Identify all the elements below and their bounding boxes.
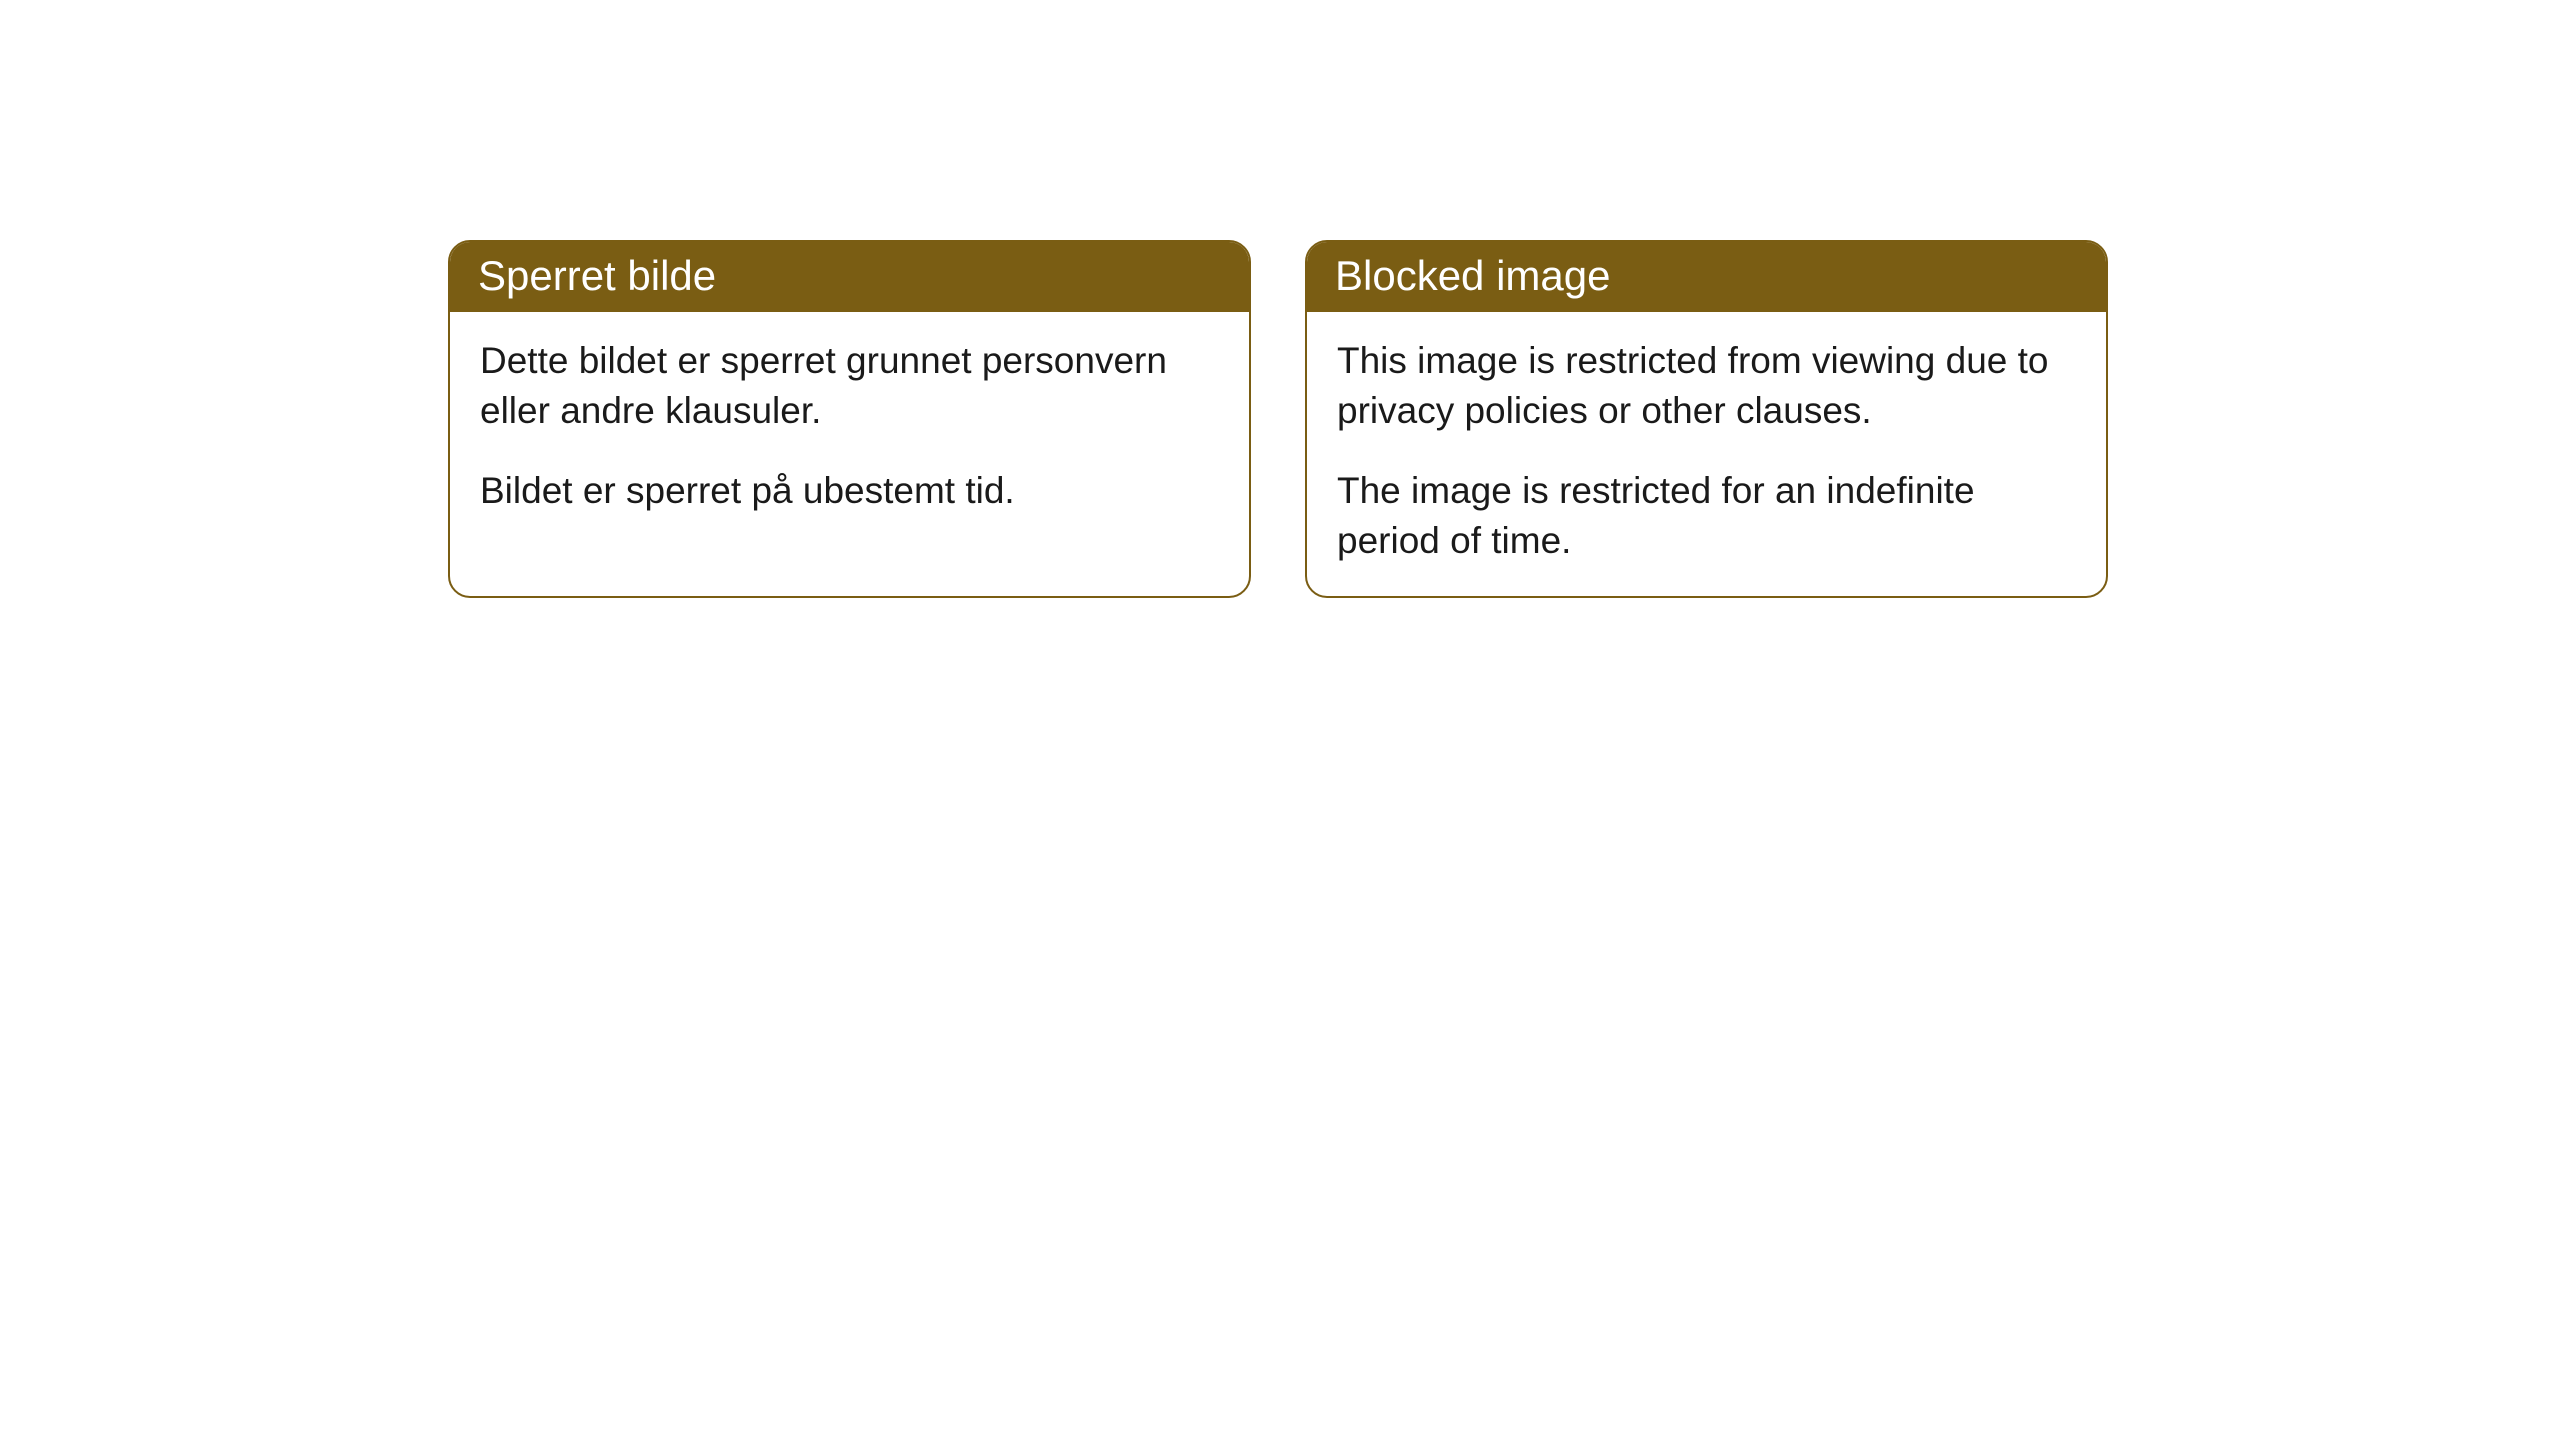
card-paragraph-en-2: The image is restricted for an indefinit… — [1337, 466, 2076, 566]
card-body-no: Dette bildet er sperret grunnet personve… — [450, 312, 1249, 546]
card-paragraph-no-2: Bildet er sperret på ubestemt tid. — [480, 466, 1219, 516]
card-paragraph-en-1: This image is restricted from viewing du… — [1337, 336, 2076, 436]
blocked-image-card-no: Sperret bilde Dette bildet er sperret gr… — [448, 240, 1251, 598]
card-body-en: This image is restricted from viewing du… — [1307, 312, 2106, 596]
blocked-image-card-en: Blocked image This image is restricted f… — [1305, 240, 2108, 598]
card-header-en: Blocked image — [1307, 242, 2106, 312]
card-paragraph-no-1: Dette bildet er sperret grunnet personve… — [480, 336, 1219, 436]
card-header-no: Sperret bilde — [450, 242, 1249, 312]
cards-container: Sperret bilde Dette bildet er sperret gr… — [0, 0, 2560, 598]
